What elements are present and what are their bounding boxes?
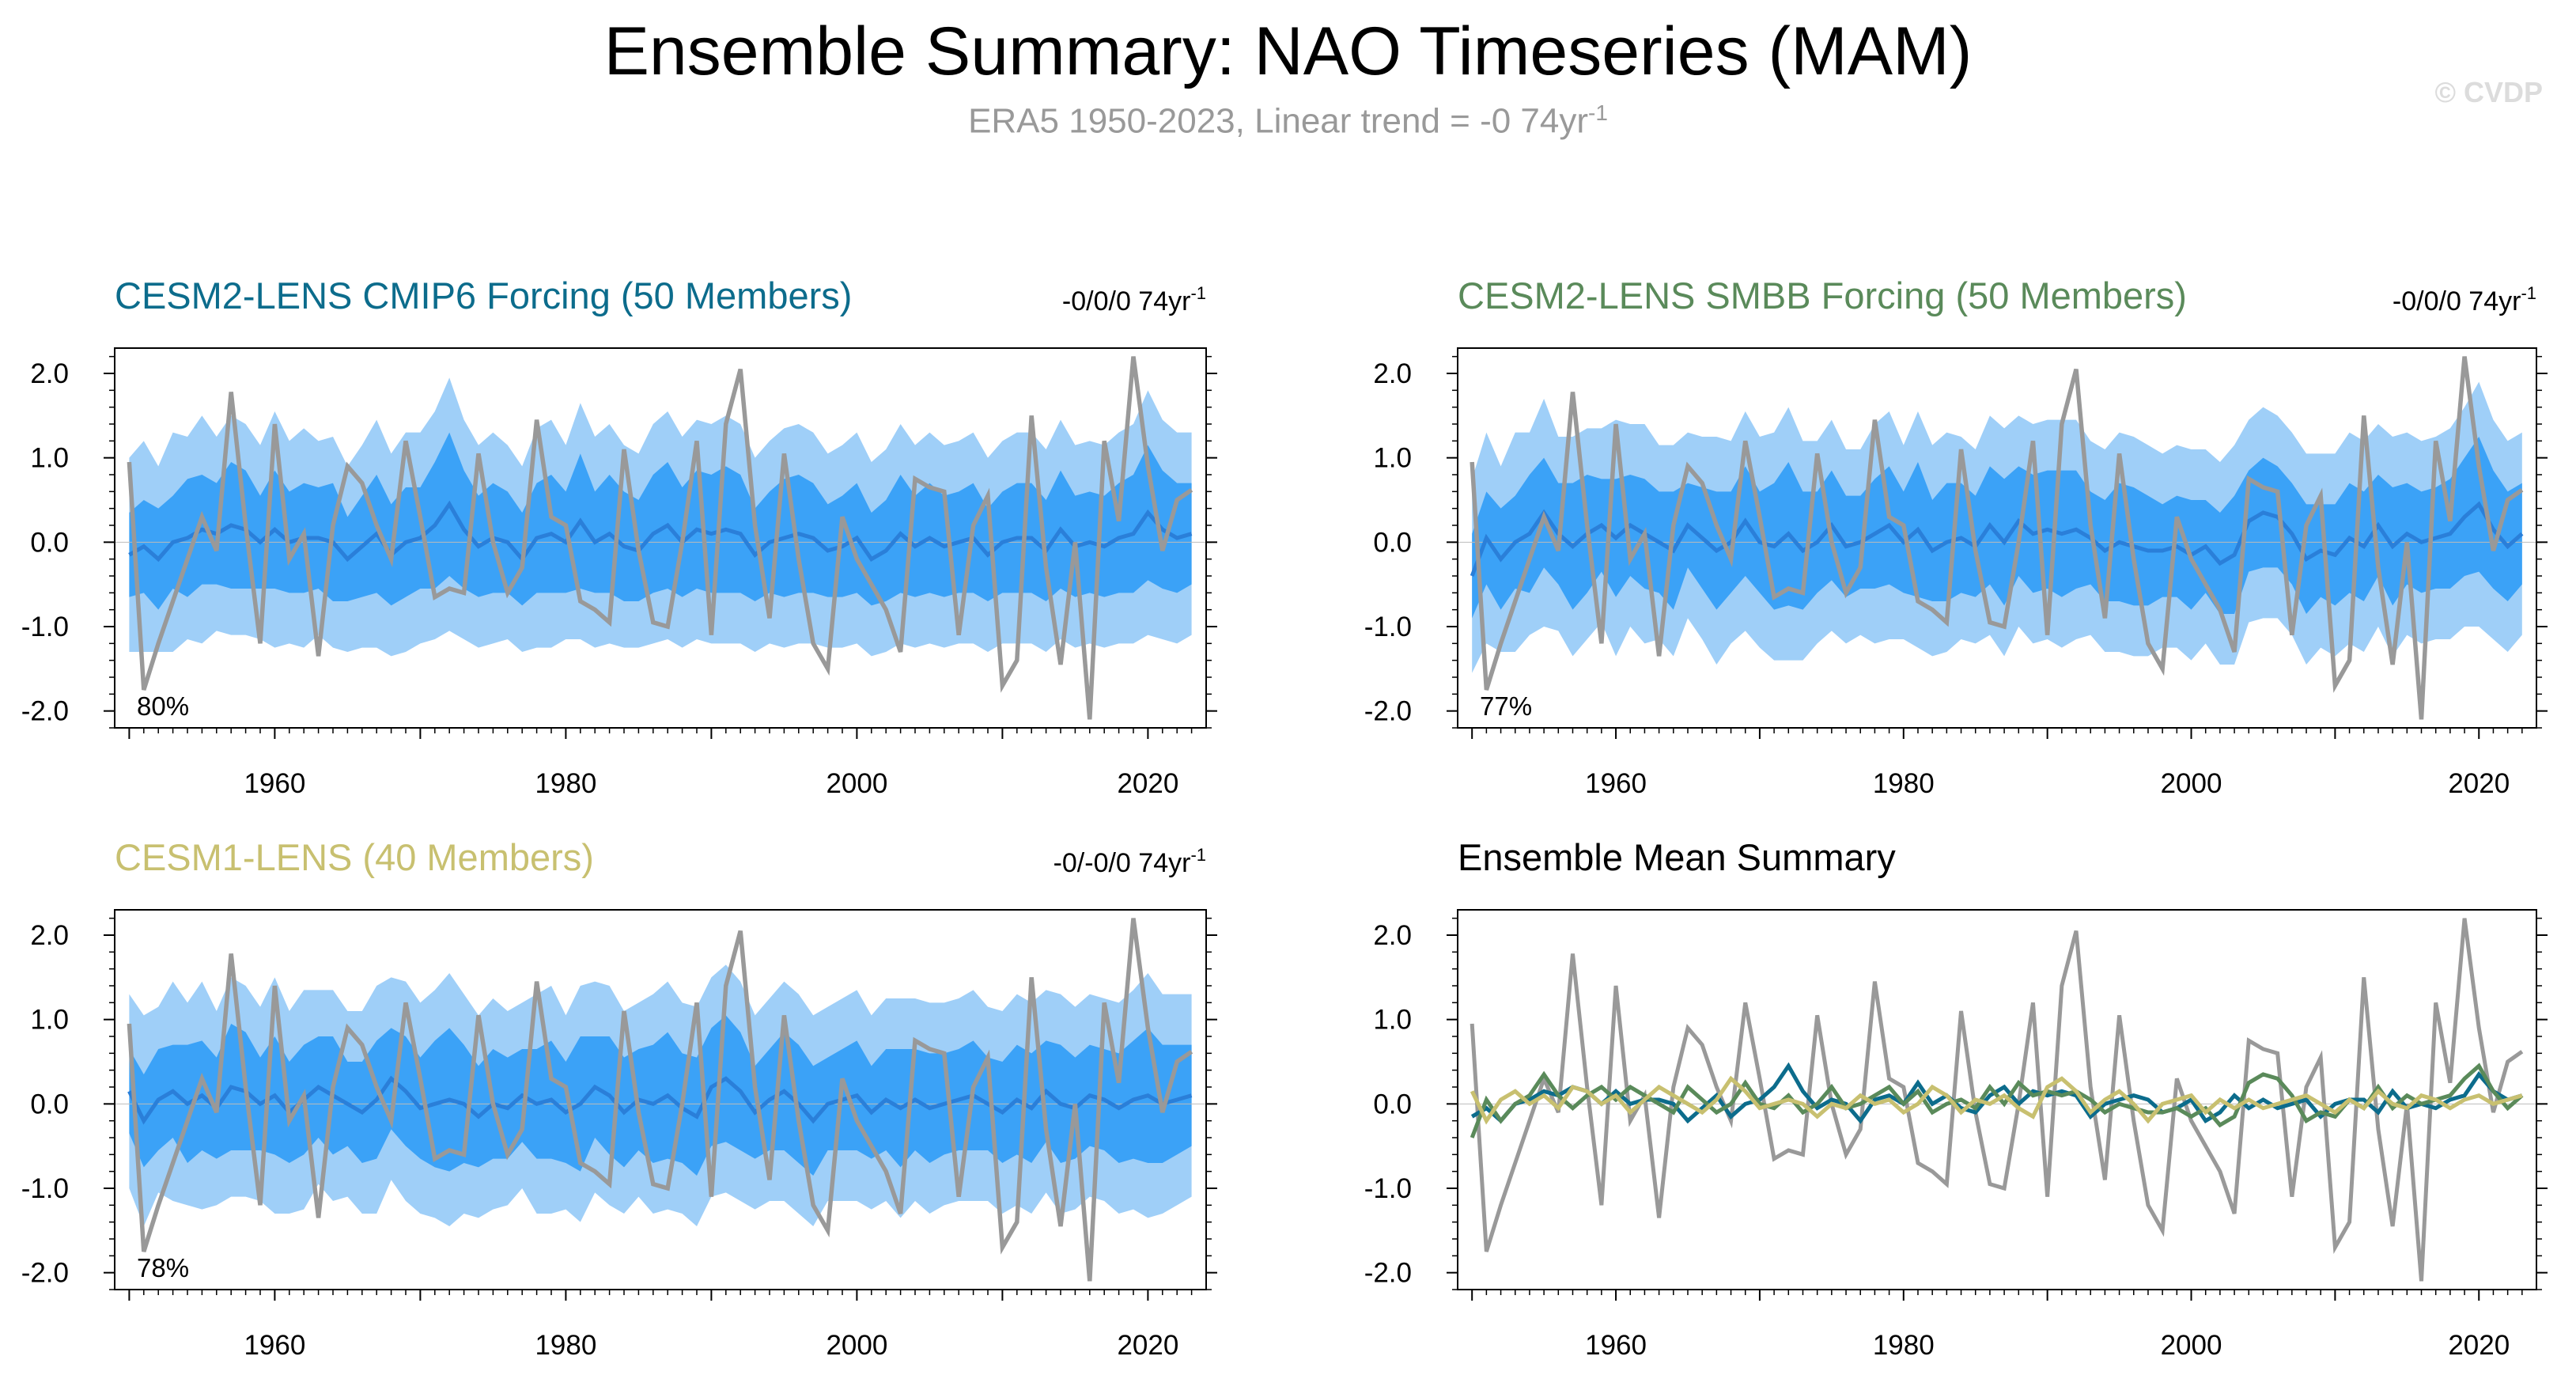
y-tick-label: -2.0 xyxy=(1364,1258,1412,1289)
inner-spread-band xyxy=(129,432,1192,610)
x-tick-label: 2000 xyxy=(826,1330,887,1361)
y-tick-label: 1.0 xyxy=(30,443,69,474)
inner-spread-band xyxy=(1472,437,2522,619)
panel-title: CESM2-LENS CMIP6 Forcing (50 Members) xyxy=(115,275,852,316)
subtitle-superscript: -1 xyxy=(1588,100,1608,125)
plot-frame xyxy=(114,347,1207,729)
y-tick-label: 0.0 xyxy=(30,1089,69,1119)
cesm1-mean-line xyxy=(1470,1075,2523,1125)
trend-value: -0/0/0 74yr xyxy=(1062,286,1191,316)
panel-top-right: CESM2-LENS SMBB Forcing (50 Members) -0/0… xyxy=(1364,275,2548,799)
y-tick-label: 1.0 xyxy=(30,1005,69,1036)
cvdp-watermark: © CVDP xyxy=(2434,76,2543,108)
y-tick-label: 1.0 xyxy=(1373,1005,1412,1036)
y-tick-label: -2.0 xyxy=(21,1258,69,1289)
y-tick-label: -2.0 xyxy=(1364,696,1412,727)
trend-label: -0/0/0 74yr-1 xyxy=(1062,283,1206,316)
x-tick-label: 2000 xyxy=(2161,1330,2222,1361)
y-tick-label: 2.0 xyxy=(30,920,69,951)
y-tick-label: -1.0 xyxy=(21,1173,69,1204)
x-tick-label: 2020 xyxy=(2448,1330,2510,1361)
subtitle-text: ERA5 1950-2023, Linear trend = -0 74yr xyxy=(968,101,1589,141)
x-tick-label: 2000 xyxy=(826,768,887,799)
panel-top-left: CESM2-LENS CMIP6 Forcing (50 Members) -0/… xyxy=(21,275,1217,799)
x-tick-label: 1960 xyxy=(1585,1330,1647,1361)
x-tick-label: 1980 xyxy=(1873,1330,1935,1361)
x-tick-label: 2020 xyxy=(2448,768,2510,799)
x-tick-label: 2020 xyxy=(1117,768,1178,799)
y-tick-label: 2.0 xyxy=(1373,920,1412,951)
figure-subtitle: ERA5 1950-2023, Linear trend = -0 74yr-1 xyxy=(0,100,2576,141)
y-tick-label: -1.0 xyxy=(1364,1173,1412,1204)
x-tick-label: 2000 xyxy=(2161,768,2222,799)
trend-value: -0/-0/0 74yr xyxy=(1053,848,1191,878)
percent-label: 80% xyxy=(137,691,189,721)
trend-superscript: -1 xyxy=(1190,283,1206,303)
era5-line xyxy=(1470,918,2524,1282)
x-tick-label: 1960 xyxy=(1585,768,1647,799)
panel-bottom-right: Ensemble Mean Summary 2.0 1.0 0.0 -1.0 -2.0 19… xyxy=(1364,836,2548,1361)
plot-frame xyxy=(1457,909,2537,1290)
figure-title: Ensemble Summary: NAO Timeseries (MAM) xyxy=(603,13,1973,89)
x-tick-label: 1980 xyxy=(535,1330,596,1361)
era5-line xyxy=(1470,356,2524,720)
trend-value: -0/0/0 74yr xyxy=(2393,286,2521,316)
era5-line xyxy=(127,918,1193,1282)
ensemble-mean-line xyxy=(1470,501,2524,577)
percent-label: 78% xyxy=(137,1253,189,1282)
y-tick-label: -2.0 xyxy=(21,696,69,727)
y-tick-label: -1.0 xyxy=(1364,612,1412,642)
x-tick-label: 1960 xyxy=(244,768,305,799)
x-tick-label: 1980 xyxy=(535,768,596,799)
x-tick-label: 1980 xyxy=(1873,768,1935,799)
panel-title: CESM2-LENS SMBB Forcing (50 Members) xyxy=(1458,275,2187,316)
y-tick-label: 0.0 xyxy=(1373,1089,1412,1119)
inner-spread-band xyxy=(129,1015,1192,1176)
trend-superscript: -1 xyxy=(2521,283,2536,303)
panel-bottom-left: CESM1-LENS (40 Members) -0/-0/0 74yr-1 2.0… xyxy=(21,836,1217,1361)
era5-line xyxy=(127,356,1193,720)
y-tick-label: -1.0 xyxy=(21,612,69,642)
y-tick-label: 1.0 xyxy=(1373,443,1412,474)
trend-label: -0/0/0 74yr-1 xyxy=(2393,283,2536,316)
percent-label: 77% xyxy=(1480,691,1532,721)
trend-superscript: -1 xyxy=(1190,845,1206,865)
plot-frame xyxy=(114,909,1207,1290)
y-tick-label: 2.0 xyxy=(30,358,69,389)
plot-frame xyxy=(1457,347,2537,729)
y-tick-label: 2.0 xyxy=(1373,358,1412,389)
x-tick-label: 2020 xyxy=(1117,1330,1178,1361)
panel-title: CESM1-LENS (40 Members) xyxy=(115,836,594,878)
panel-title: Ensemble Mean Summary xyxy=(1458,836,1896,878)
trend-label: -0/-0/0 74yr-1 xyxy=(1053,845,1206,878)
y-tick-label: 0.0 xyxy=(1373,527,1412,558)
x-tick-label: 1960 xyxy=(244,1330,305,1361)
y-tick-label: 0.0 xyxy=(30,527,69,558)
